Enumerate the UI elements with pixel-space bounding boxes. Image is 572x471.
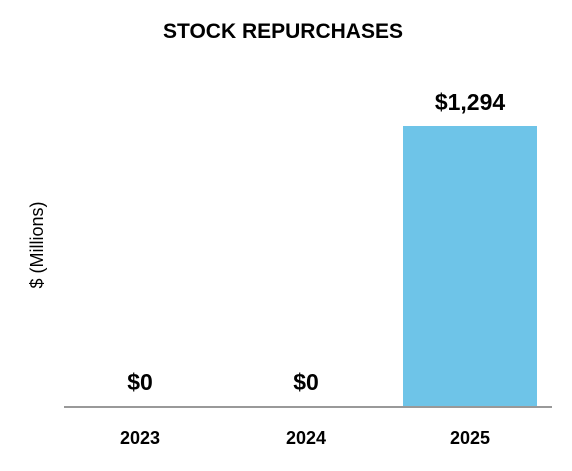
chart-title: STOCK REPURCHASES	[163, 20, 403, 43]
data-label-2025: $1,294	[435, 89, 506, 115]
data-label-2024: $0	[293, 369, 319, 395]
x-tick-labels: 2023 2024 2025	[120, 428, 490, 448]
x-tick-label-2024: 2024	[286, 428, 326, 448]
labels-layer: $0 $0 $1,294	[127, 89, 505, 395]
x-tick-label-2025: 2025	[450, 428, 490, 448]
bars-layer	[403, 126, 537, 406]
x-tick-label-2023: 2023	[120, 428, 160, 448]
bar-2025	[403, 126, 537, 406]
y-axis-label: $ (Millions)	[27, 201, 47, 288]
data-label-2023: $0	[127, 369, 153, 395]
